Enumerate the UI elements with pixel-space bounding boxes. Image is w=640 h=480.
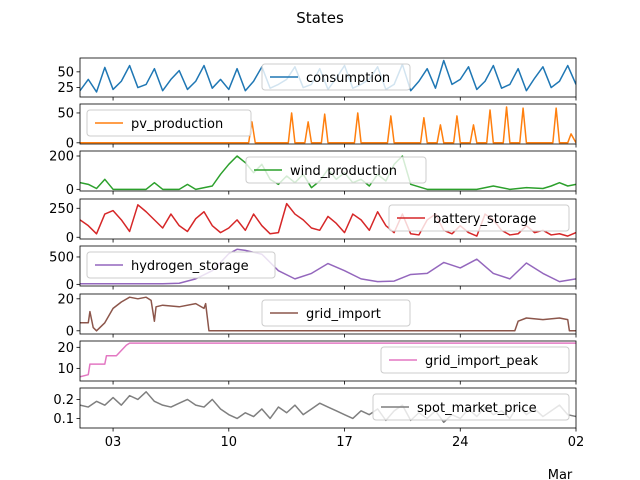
y-tick-label: 0 xyxy=(66,324,74,339)
y-tick-label: 10 xyxy=(57,362,74,377)
legend-grid_import: grid_import xyxy=(261,299,411,327)
y-tick-label: 0.2 xyxy=(53,393,74,408)
subplot-hydrogen_storage: 0 500 hydrogen_storage xyxy=(49,245,577,293)
legend-label: hydrogen_storage xyxy=(131,259,249,274)
x-secondary-label: Mar xyxy=(548,468,573,480)
figure-title: States xyxy=(296,9,344,27)
legend-wind_production: wind_production xyxy=(245,156,427,184)
x-tick-label: 24 xyxy=(452,435,469,450)
x-tick-label: 02 xyxy=(568,435,585,450)
legend-spot_market_price: spot_market_price xyxy=(372,393,570,421)
series-line-hydrogen_storage xyxy=(80,248,576,285)
series-line-wind_production xyxy=(80,155,576,191)
subplot-grid_import: 0 20 grid_import xyxy=(57,292,577,339)
legend-box xyxy=(380,346,570,374)
axes-frame-pv_production xyxy=(79,103,577,145)
y-tick-label: 25 xyxy=(57,81,74,96)
y-tick-label: 0 xyxy=(66,136,74,151)
axes-frame-grid_import_peak xyxy=(79,340,577,382)
x-tick-label: 10 xyxy=(221,435,238,450)
x-tick-label: 17 xyxy=(336,435,353,450)
y-tick-label: 20 xyxy=(57,341,74,356)
y-tick-label: 200 xyxy=(49,150,74,165)
axes-frame-hydrogen_storage xyxy=(79,245,577,287)
y-tick-label: 0 xyxy=(66,183,74,198)
subplot-wind_production: 0 200 wind_production xyxy=(49,150,577,198)
legend-label: pv_production xyxy=(131,117,223,132)
subplot-battery_storage: 0 250 battery_storage xyxy=(49,198,577,246)
legend-box xyxy=(261,299,411,327)
legend-box xyxy=(261,63,411,91)
axes-frame-battery_storage xyxy=(79,198,577,240)
subplot-pv_production: 0 50 pv_production xyxy=(57,103,577,151)
legend-box xyxy=(86,109,252,137)
legend-box xyxy=(372,393,570,421)
y-tick-label: 0 xyxy=(66,278,74,293)
series-line-pv_production xyxy=(80,106,576,144)
y-tick-label: 0.1 xyxy=(53,412,74,427)
legend-grid_import_peak: grid_import_peak xyxy=(380,346,570,374)
legend-battery_storage: battery_storage xyxy=(388,204,570,232)
subplot-grid_import_peak: 10 20 grid_import_peak xyxy=(57,340,577,385)
x-tick-label: 03 xyxy=(105,435,122,450)
legend-label: wind_production xyxy=(290,164,397,179)
legend-hydrogen_storage: hydrogen_storage xyxy=(86,251,276,279)
legend-box xyxy=(245,156,427,184)
axes-frame-consumption xyxy=(79,57,577,98)
y-tick-label: 0 xyxy=(66,231,74,246)
y-tick-label: 500 xyxy=(49,250,74,265)
legend-label: grid_import xyxy=(306,307,381,322)
axes-frame-wind_production xyxy=(79,150,577,192)
legend-label: grid_import_peak xyxy=(425,354,539,369)
y-tick-label: 50 xyxy=(57,65,74,80)
series-line-grid_import_peak xyxy=(80,342,576,378)
legend-box xyxy=(388,204,570,232)
shared-x-axis: 03 10 17 24 02 Mar xyxy=(105,435,584,480)
y-tick-label: 20 xyxy=(57,292,74,307)
series-line-grid_import xyxy=(80,296,576,332)
legend-label: spot_market_price xyxy=(417,401,537,416)
legend-label: battery_storage xyxy=(433,212,536,227)
y-tick-label: 250 xyxy=(49,202,74,217)
subplot-spot_market_price: 0.1 0.2 spot_market_price xyxy=(53,387,577,432)
legend-label: consumption xyxy=(306,71,390,86)
legend-box xyxy=(86,251,276,279)
legend-pv_production: pv_production xyxy=(86,109,252,137)
y-tick-label: 50 xyxy=(57,106,74,121)
axes-frame-grid_import xyxy=(79,293,577,335)
legend-consumption: consumption xyxy=(261,63,411,91)
axes-frame-spot_market_price xyxy=(79,387,577,429)
